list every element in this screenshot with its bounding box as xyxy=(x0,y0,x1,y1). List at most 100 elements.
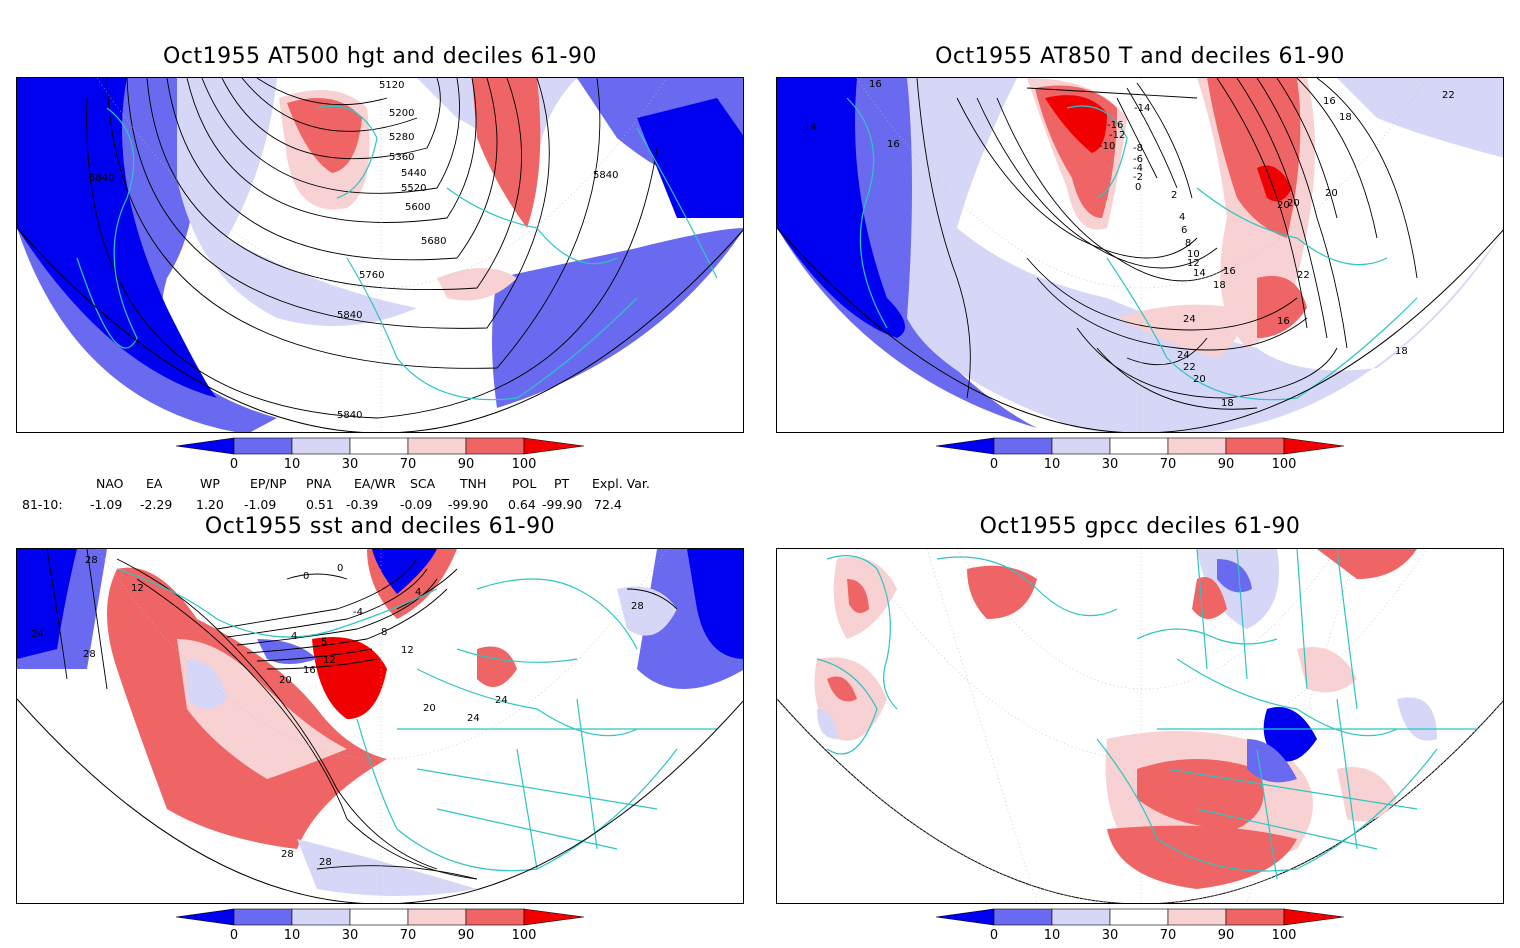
svg-text:12: 12 xyxy=(323,655,336,666)
panel-title-hgt500: Oct1955 AT500 hgt and deciles 61-90 xyxy=(163,44,597,69)
index-name-pol: POL xyxy=(512,476,537,491)
colorbar-t850: 0 10 30 70 90 100 xyxy=(935,437,1345,472)
panel-title-sst: Oct1955 sst and deciles 61-90 xyxy=(204,514,556,539)
map-panel-sst: 28 24 28 12 0 0 4 -4 8 4 5 12 16 20 12 2… xyxy=(16,548,744,904)
index-value-epnp: -1.09 xyxy=(244,497,277,512)
colorbar-swatches xyxy=(935,437,1345,455)
colorbar-swatch-6 xyxy=(523,437,585,455)
svg-text:24: 24 xyxy=(1183,314,1196,325)
colorbar-swatch-4 xyxy=(1167,908,1227,926)
colorbar-swatch-0 xyxy=(175,437,235,455)
svg-text:-4: -4 xyxy=(1133,163,1143,174)
svg-text:24: 24 xyxy=(1177,350,1190,361)
colorbar-tick-3: 70 xyxy=(400,928,417,943)
colorbar-swatch-1 xyxy=(233,437,293,455)
svg-text:24: 24 xyxy=(467,713,480,724)
index-value-eawr: -0.39 xyxy=(346,497,379,512)
index-value-wp: 1.20 xyxy=(196,497,224,512)
svg-text:-4: -4 xyxy=(353,607,363,618)
svg-text:16: 16 xyxy=(869,79,882,90)
colorbar-tick-0: 0 xyxy=(230,928,238,943)
svg-text:24: 24 xyxy=(31,629,44,640)
index-value-ea: -2.29 xyxy=(140,497,173,512)
colorbar-tick-2: 30 xyxy=(1102,457,1119,472)
map-panel-gpcc xyxy=(776,548,1504,904)
svg-text:2: 2 xyxy=(1171,190,1177,201)
index-value-sca: -0.09 xyxy=(400,497,433,512)
colorbar-tick-5: 100 xyxy=(512,457,537,472)
colorbar-swatch-1 xyxy=(993,908,1053,926)
colorbar-swatches xyxy=(935,908,1345,926)
svg-text:24: 24 xyxy=(495,695,508,706)
svg-text:20: 20 xyxy=(1287,198,1300,209)
colorbar-tick-2: 30 xyxy=(342,457,359,472)
colorbar-sst: 0 10 30 70 90 100 xyxy=(175,908,585,943)
svg-text:16: 16 xyxy=(1277,316,1290,327)
index-value-pna: 0.51 xyxy=(306,497,334,512)
svg-text:5600: 5600 xyxy=(405,202,430,213)
svg-text:8: 8 xyxy=(1185,238,1191,249)
svg-text:16: 16 xyxy=(303,665,316,676)
svg-text:5360: 5360 xyxy=(389,152,414,163)
colorbar-tick-5: 100 xyxy=(512,928,537,943)
svg-text:-2: -2 xyxy=(1133,172,1143,183)
svg-text:5840: 5840 xyxy=(89,173,114,184)
svg-text:0: 0 xyxy=(337,563,343,574)
svg-text:5840: 5840 xyxy=(337,410,362,421)
svg-text:18: 18 xyxy=(1221,398,1234,409)
index-name-eawr: EA/WR xyxy=(354,476,396,491)
svg-text:5440: 5440 xyxy=(401,168,426,179)
svg-text:5760: 5760 xyxy=(359,270,384,281)
svg-text:-16: -16 xyxy=(1107,120,1123,131)
colorbar-tick-4: 90 xyxy=(1218,928,1235,943)
colorbar-tick-0: 0 xyxy=(990,928,998,943)
index-name-tnh: TNH xyxy=(460,476,487,491)
colorbar-swatch-6 xyxy=(1283,437,1345,455)
colorbar-swatch-5 xyxy=(1225,437,1285,455)
svg-text:18: 18 xyxy=(1213,280,1226,291)
colorbar-swatch-3 xyxy=(1109,437,1169,455)
svg-text:5840: 5840 xyxy=(593,170,618,181)
colorbar-tick-4: 90 xyxy=(1218,457,1235,472)
svg-text:-10: -10 xyxy=(1099,141,1115,152)
svg-text:28: 28 xyxy=(85,555,98,566)
contour-labels-t850: 16 14 16 -14 -16 -12 -10 -8 -6 -4 -2 0 2… xyxy=(804,79,1455,409)
index-name-sca: SCA xyxy=(410,476,436,491)
svg-text:5200: 5200 xyxy=(389,108,414,119)
svg-text:20: 20 xyxy=(1193,374,1206,385)
colorbar-swatch-5 xyxy=(465,437,525,455)
index-value-tnh: -99.90 xyxy=(448,497,489,512)
svg-text:-14: -14 xyxy=(1134,103,1150,114)
colorbar-tick-4: 90 xyxy=(458,457,475,472)
svg-text:28: 28 xyxy=(281,849,294,860)
svg-text:22: 22 xyxy=(1297,270,1310,281)
svg-text:14: 14 xyxy=(804,122,817,133)
index-value-pol: 0.64 xyxy=(508,497,536,512)
svg-text:18: 18 xyxy=(1395,346,1408,357)
colorbar-tick-1: 10 xyxy=(1044,457,1061,472)
svg-text:12: 12 xyxy=(131,583,144,594)
svg-text:28: 28 xyxy=(83,649,96,660)
svg-text:6: 6 xyxy=(1181,225,1187,236)
svg-text:20: 20 xyxy=(279,675,292,686)
index-name-ea: EA xyxy=(146,476,163,491)
svg-text:22: 22 xyxy=(1183,362,1196,373)
map-panel-hgt500: 5120 5200 5280 5360 5440 5520 5600 5680 … xyxy=(16,77,744,433)
svg-text:22: 22 xyxy=(1442,90,1455,101)
colorbar-swatch-0 xyxy=(175,908,235,926)
colorbar-swatch-4 xyxy=(407,908,467,926)
colorbar-hgt500: 0 10 30 70 90 100 xyxy=(175,437,585,472)
svg-text:5840: 5840 xyxy=(337,310,362,321)
colorbar-tick-1: 10 xyxy=(1044,928,1061,943)
index-value-expl-var: 72.4 xyxy=(594,497,622,512)
index-name-pt: PT xyxy=(554,476,570,491)
map-panel-t850: 16 14 16 -14 -16 -12 -10 -8 -6 -4 -2 0 2… xyxy=(776,77,1504,433)
svg-text:16: 16 xyxy=(1323,96,1336,107)
svg-text:16: 16 xyxy=(887,139,900,150)
index-name-epnp: EP/NP xyxy=(250,476,287,491)
colorbar-tick-1: 10 xyxy=(284,457,301,472)
colorbar-swatch-1 xyxy=(233,908,293,926)
svg-text:-12: -12 xyxy=(1109,130,1125,141)
colorbar-swatch-6 xyxy=(523,908,585,926)
svg-text:20: 20 xyxy=(1277,200,1290,211)
